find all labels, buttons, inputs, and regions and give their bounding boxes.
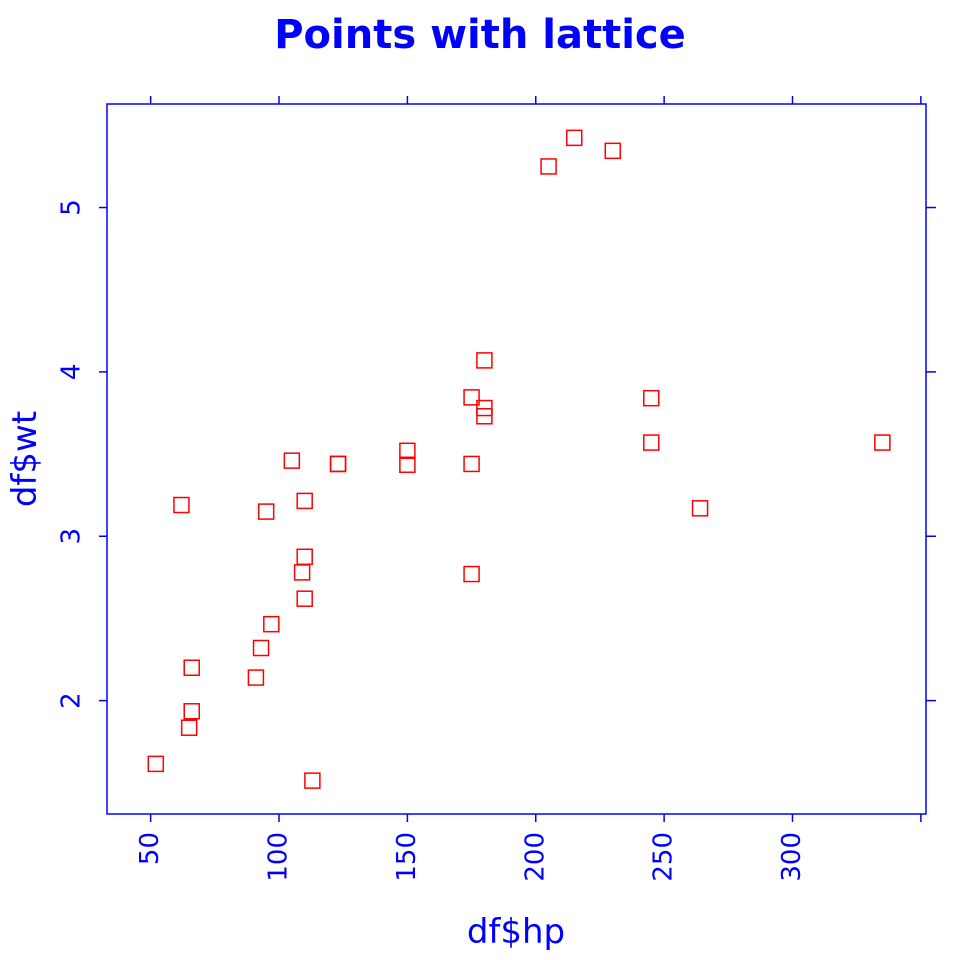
data-point — [296, 590, 313, 607]
x-axis-label: df$hp — [467, 912, 565, 952]
data-point — [399, 456, 416, 474]
data-point — [329, 455, 347, 473]
x-tick-label: 200 — [520, 832, 550, 882]
x-axis-ticks: 50 100 150 200 250 300 — [135, 96, 922, 882]
data-point — [296, 492, 313, 510]
x-tick-label: 100 — [264, 832, 294, 882]
data-point — [874, 434, 891, 451]
data-point — [463, 565, 480, 583]
data-point — [247, 669, 265, 686]
data-point — [304, 772, 321, 789]
data-point — [293, 564, 311, 581]
y-axis-label: df$wt — [5, 411, 45, 507]
data-point — [283, 452, 301, 469]
chart-title: Points with lattice — [274, 12, 686, 58]
y-tick-label: 3 — [57, 528, 87, 545]
data-point — [296, 548, 313, 566]
y-axis-ticks: 2 3 4 5 — [57, 199, 936, 709]
data-point — [180, 719, 198, 736]
data-point — [643, 434, 660, 451]
x-tick-label: 150 — [392, 832, 422, 882]
data-point — [476, 399, 493, 417]
data-point — [173, 496, 190, 514]
data-point — [463, 389, 480, 406]
data-point — [566, 129, 583, 147]
x-tick-label: 50 — [135, 832, 165, 865]
data-point — [257, 503, 275, 520]
data-point — [463, 455, 480, 473]
data-point — [329, 455, 347, 473]
data-point — [399, 442, 416, 460]
data-points — [147, 129, 891, 789]
data-point — [252, 639, 270, 657]
data-point — [147, 755, 165, 773]
plot-frame — [106, 103, 927, 815]
y-tick-label: 4 — [57, 364, 87, 381]
y-tick-label: 5 — [57, 199, 87, 216]
data-point — [183, 703, 200, 720]
x-tick-label: 250 — [649, 832, 679, 882]
data-point — [476, 352, 493, 369]
data-point — [263, 615, 280, 633]
x-tick-label: 300 — [777, 832, 807, 882]
data-point — [604, 142, 622, 160]
data-point — [540, 158, 557, 175]
data-point — [643, 389, 660, 407]
data-point — [183, 659, 200, 676]
y-tick-label: 2 — [57, 692, 87, 709]
data-point — [691, 500, 709, 517]
